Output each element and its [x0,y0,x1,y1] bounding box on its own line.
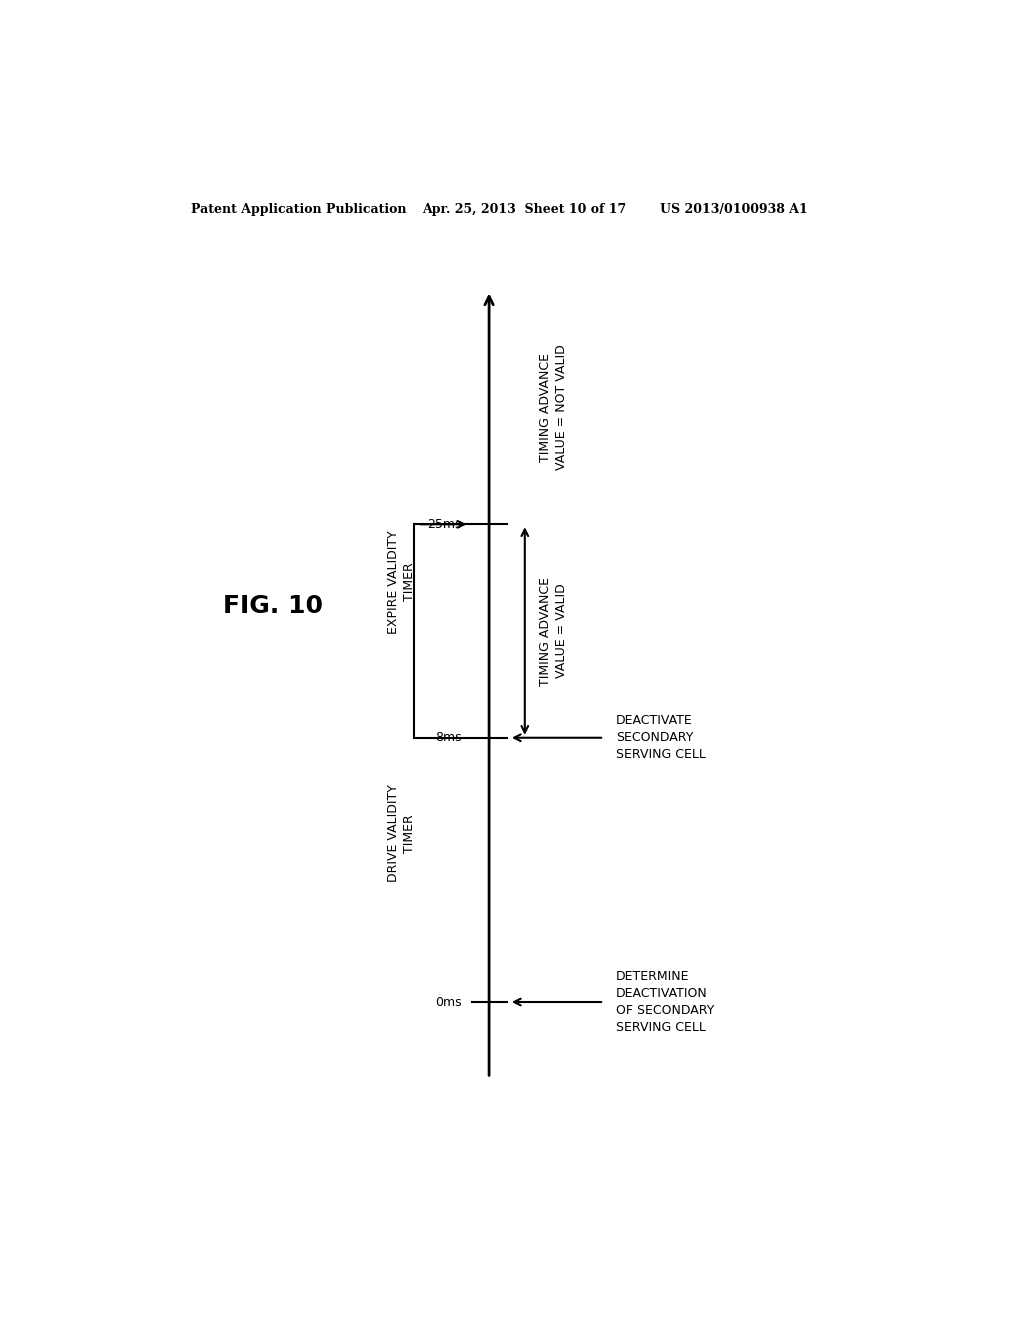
Text: DRIVE VALIDITY
TIMER: DRIVE VALIDITY TIMER [387,784,417,882]
Text: DETERMINE
DEACTIVATION
OF SECONDARY
SERVING CELL: DETERMINE DEACTIVATION OF SECONDARY SERV… [616,970,715,1034]
Text: 8ms: 8ms [434,731,462,744]
Text: 0ms: 0ms [434,995,462,1008]
Text: FIG. 10: FIG. 10 [223,594,324,618]
Text: TIMING ADVANCE
VALUE = VALID: TIMING ADVANCE VALUE = VALID [539,577,568,685]
Text: DEACTIVATE
SECONDARY
SERVING CELL: DEACTIVATE SECONDARY SERVING CELL [616,714,706,762]
Text: TIMING ADVANCE
VALUE = NOT VALID: TIMING ADVANCE VALUE = NOT VALID [539,345,568,470]
Text: Apr. 25, 2013  Sheet 10 of 17: Apr. 25, 2013 Sheet 10 of 17 [422,203,626,216]
Text: EXPIRE VALIDITY
TIMER: EXPIRE VALIDITY TIMER [387,531,417,634]
Text: US 2013/0100938 A1: US 2013/0100938 A1 [659,203,808,216]
Text: 25ms: 25ms [427,517,462,531]
Text: Patent Application Publication: Patent Application Publication [191,203,407,216]
